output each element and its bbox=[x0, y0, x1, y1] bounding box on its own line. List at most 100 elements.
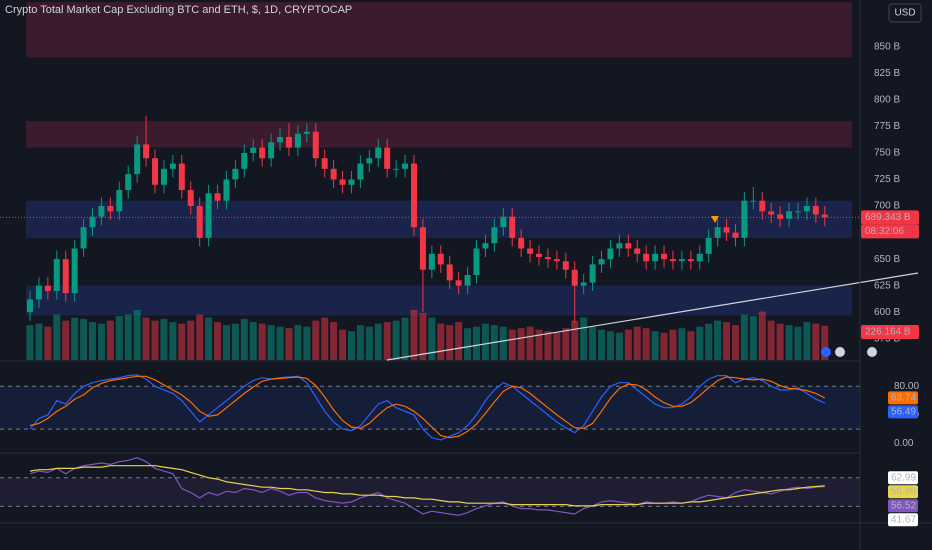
volume-bar bbox=[240, 319, 248, 360]
candle-body bbox=[62, 259, 69, 294]
last-value-label-bg bbox=[888, 499, 918, 513]
event-icon[interactable] bbox=[821, 347, 831, 357]
volume-bar bbox=[481, 323, 489, 360]
volume-bar bbox=[115, 316, 123, 360]
volume-bar bbox=[196, 314, 204, 360]
chart-title: Crypto Total Market Cap Excluding BTC an… bbox=[5, 4, 352, 16]
candle-body bbox=[384, 147, 391, 169]
candle-body bbox=[348, 179, 355, 185]
candle-body bbox=[518, 237, 525, 249]
volume-bar bbox=[62, 320, 70, 360]
volume-bar bbox=[330, 322, 338, 360]
level-band bbox=[0, 386, 860, 430]
candle-body bbox=[89, 216, 96, 228]
candle-body bbox=[768, 211, 775, 215]
volume-bar bbox=[169, 322, 177, 360]
volume-bar bbox=[276, 326, 284, 360]
currency-button-label[interactable]: USD bbox=[894, 8, 915, 19]
candle-body bbox=[107, 206, 114, 212]
volume-bar bbox=[133, 310, 141, 360]
volume-bar bbox=[222, 325, 230, 360]
indicator-line bbox=[29, 374, 826, 441]
candle-body bbox=[750, 200, 757, 202]
last-price-label: 689.343 B bbox=[865, 212, 911, 223]
y-tick-label: 825 B bbox=[874, 68, 900, 79]
volume-bar bbox=[758, 311, 766, 360]
candle-body bbox=[580, 282, 587, 286]
volume-bar bbox=[89, 322, 97, 360]
y-tick-label: 80.00 bbox=[894, 381, 919, 392]
candle-body bbox=[464, 275, 471, 286]
volume-bar bbox=[776, 323, 784, 360]
candle-body bbox=[741, 200, 748, 238]
candle-body bbox=[214, 193, 221, 201]
candle-body bbox=[366, 158, 373, 164]
volume-bar bbox=[731, 325, 739, 360]
candle-body bbox=[71, 248, 78, 294]
last-value-label-bg bbox=[888, 391, 918, 405]
candle-body bbox=[714, 227, 721, 238]
candle-body bbox=[312, 131, 319, 159]
candle-body bbox=[777, 214, 784, 219]
candle-body bbox=[241, 152, 248, 169]
candle-body bbox=[643, 253, 650, 262]
candle-body bbox=[294, 133, 301, 148]
candle-body bbox=[437, 253, 444, 265]
volume-bar bbox=[294, 325, 302, 360]
volume-bar bbox=[365, 326, 373, 360]
candle-body bbox=[536, 253, 543, 257]
event-icon[interactable] bbox=[835, 347, 845, 357]
event-icon[interactable] bbox=[867, 347, 877, 357]
y-tick-label: 775 B bbox=[874, 121, 900, 132]
volume-bar bbox=[714, 320, 722, 360]
candle-body bbox=[410, 163, 417, 228]
volume-bar bbox=[696, 326, 704, 360]
candle-body bbox=[455, 280, 462, 286]
volume-bar bbox=[651, 331, 659, 360]
volume-bar bbox=[44, 326, 52, 360]
volume-bar bbox=[508, 329, 516, 360]
candle-body bbox=[196, 206, 203, 238]
volume-bar bbox=[812, 323, 820, 360]
candle-body bbox=[187, 190, 194, 207]
volume-bar bbox=[151, 320, 159, 360]
candle-body bbox=[661, 253, 668, 260]
volume-bar bbox=[785, 325, 793, 360]
volume-bar bbox=[794, 326, 802, 360]
candle-body bbox=[571, 269, 578, 286]
candle-body bbox=[80, 227, 87, 249]
volume-bar bbox=[258, 323, 266, 360]
volume-label-bg bbox=[861, 325, 919, 339]
candle-body bbox=[419, 227, 426, 270]
y-tick-label: 625 B bbox=[874, 280, 900, 291]
candle-body bbox=[259, 147, 266, 159]
y-tick-label: 725 B bbox=[874, 174, 900, 185]
currency-button[interactable] bbox=[888, 3, 922, 23]
candle-body bbox=[446, 264, 453, 281]
volume-bar bbox=[71, 317, 79, 360]
volume-bar bbox=[231, 323, 239, 360]
volume-bar bbox=[410, 310, 418, 360]
candle-body bbox=[143, 144, 150, 159]
backgrounds bbox=[0, 2, 860, 507]
volume-bar bbox=[53, 314, 61, 360]
volume-bar bbox=[571, 320, 579, 360]
y-tick-label: 600 B bbox=[874, 307, 900, 318]
volume-bar bbox=[624, 329, 632, 360]
volume-bar bbox=[214, 322, 222, 360]
candle-body bbox=[705, 237, 712, 254]
volume-bar bbox=[428, 317, 436, 360]
volume-bar bbox=[687, 331, 695, 360]
candle-body bbox=[402, 163, 409, 169]
countdown: 08:32:06 bbox=[865, 226, 904, 237]
level-band bbox=[0, 477, 860, 507]
price-zone bbox=[26, 285, 852, 316]
candle-body bbox=[500, 216, 507, 228]
candle-body bbox=[491, 227, 498, 244]
volume-bar bbox=[526, 326, 534, 360]
volume-bar bbox=[392, 320, 400, 360]
trendline bbox=[386, 272, 919, 361]
candle-body bbox=[303, 131, 310, 134]
